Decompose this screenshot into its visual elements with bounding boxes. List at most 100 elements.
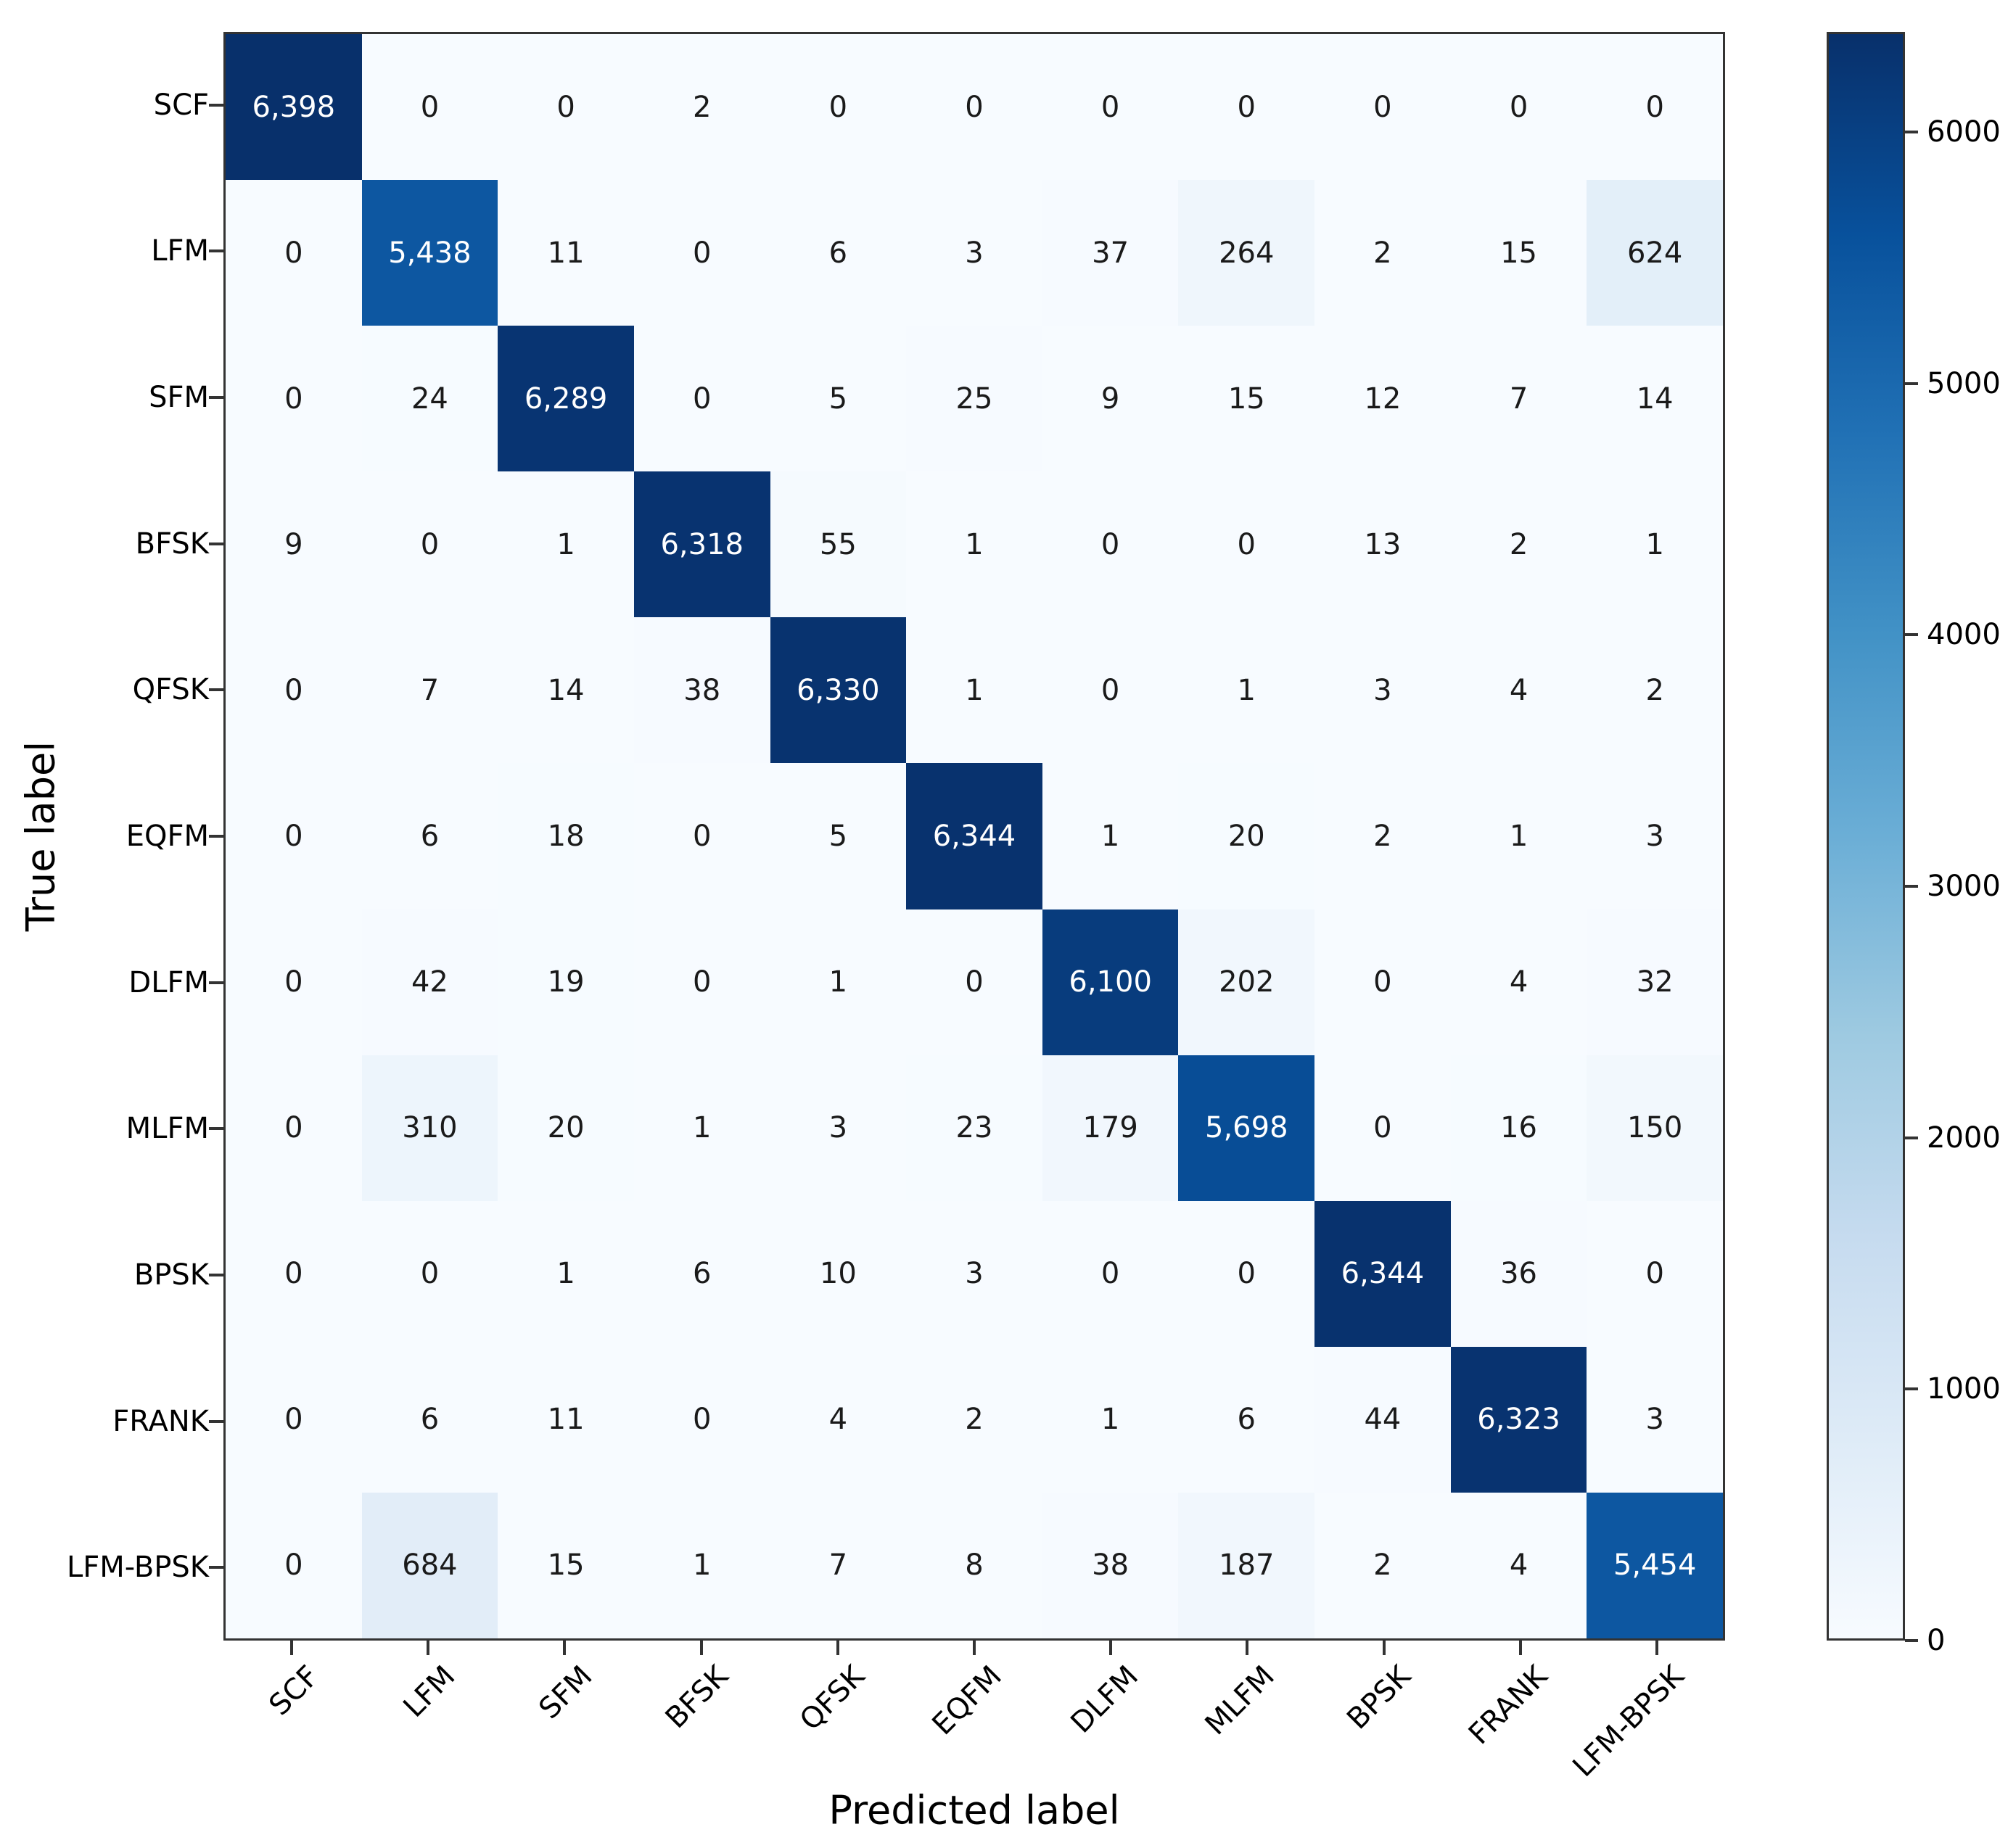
matrix-cell: 32: [1587, 909, 1723, 1055]
tick-mark: [209, 1566, 223, 1569]
matrix-cell: 0: [770, 34, 907, 181]
matrix-cell: 5: [770, 326, 907, 472]
matrix-cell: 2: [1314, 1492, 1451, 1638]
matrix-cell: 20: [498, 1055, 634, 1201]
matrix-cell: 12: [1314, 326, 1451, 472]
tick-mark: [290, 1641, 294, 1655]
matrix-cell: 1: [1450, 763, 1587, 909]
matrix-cell: 0: [633, 763, 770, 909]
matrix-cell: 5,698: [1178, 1055, 1315, 1201]
tick-mark: [1905, 381, 1918, 385]
matrix-cell: 1: [770, 909, 907, 1055]
matrix-cell: 0: [1042, 617, 1179, 764]
y-tick-label: LFM-BPSK: [67, 1551, 209, 1585]
matrix-cell: 15: [498, 1492, 634, 1638]
matrix-cell: 0: [1042, 1200, 1179, 1347]
x-tick-label: BPSK: [1341, 1659, 1418, 1736]
matrix-cell: 0: [1042, 471, 1179, 618]
tick-mark: [973, 1641, 976, 1655]
tick-mark: [836, 1641, 839, 1655]
matrix-cell: 202: [1178, 909, 1315, 1055]
matrix-cell: 0: [361, 1200, 498, 1347]
x-tick-label: QFSK: [794, 1659, 872, 1738]
matrix-cell: 310: [361, 1055, 498, 1201]
tick-mark: [1109, 1641, 1113, 1655]
matrix-cell: 38: [1042, 1492, 1179, 1638]
matrix-cell: 44: [1314, 1346, 1451, 1493]
matrix-cell: 1: [1042, 1346, 1179, 1493]
y-tick-label: QFSK: [132, 673, 209, 707]
tick-mark: [209, 1127, 223, 1131]
matrix-cell: 11: [498, 1346, 634, 1493]
tick-mark: [1905, 633, 1918, 637]
matrix-cell: 179: [1042, 1055, 1179, 1201]
matrix-cell: 6,398: [226, 34, 362, 181]
tick-mark: [209, 396, 223, 400]
matrix-cell: 1: [633, 1492, 770, 1638]
matrix-cell: 18: [498, 763, 634, 909]
y-tick-label: FRANK: [112, 1404, 209, 1438]
matrix-cell: 0: [226, 1492, 362, 1638]
matrix-cell: 6,289: [498, 326, 634, 472]
matrix-cell: 0: [361, 34, 498, 181]
matrix-cell: 2: [1587, 617, 1723, 764]
matrix-cell: 55: [770, 471, 907, 618]
matrix-cell: 3: [1314, 617, 1451, 764]
matrix-cell: 6,344: [906, 763, 1042, 909]
matrix-cell: 13: [1314, 471, 1451, 618]
matrix-cell: 23: [906, 1055, 1042, 1201]
matrix-cell: 7: [361, 617, 498, 764]
matrix-cell: 8: [906, 1492, 1042, 1638]
matrix-cell: 6: [633, 1200, 770, 1347]
matrix-cell: 42: [361, 909, 498, 1055]
matrix-cell: 10: [770, 1200, 907, 1347]
tick-mark: [209, 249, 223, 253]
matrix-cell: 16: [1450, 1055, 1587, 1201]
matrix-cell: 5: [770, 763, 907, 909]
matrix-cell: 4: [1450, 1492, 1587, 1638]
matrix-cell: 2: [1314, 763, 1451, 909]
matrix-cell: 4: [1450, 909, 1587, 1055]
matrix-cell: 6,344: [1314, 1200, 1451, 1347]
colorbar-tick-label: 2000: [1927, 1121, 2001, 1155]
matrix-cell: 1: [1042, 763, 1179, 909]
matrix-cell: 4: [1450, 617, 1587, 764]
matrix-cell: 0: [1178, 34, 1315, 181]
matrix-cell: 15: [1450, 180, 1587, 326]
x-tick-label: FRANK: [1462, 1659, 1555, 1752]
matrix-cell: 3: [906, 180, 1042, 326]
matrix-cell: 0: [226, 326, 362, 472]
matrix-cell: 1: [1587, 471, 1723, 618]
matrix-cell: 5,454: [1587, 1492, 1723, 1638]
matrix-cell: 0: [1042, 34, 1179, 181]
matrix-cell: 0: [906, 34, 1042, 181]
matrix-cell: 9: [1042, 326, 1179, 472]
matrix-cell: 0: [361, 471, 498, 618]
colorbar-gradient: [1827, 32, 1905, 1641]
x-tick-label: LFM-BPSK: [1566, 1659, 1691, 1784]
matrix-cell: 0: [226, 1346, 362, 1493]
matrix-cell: 2: [1450, 471, 1587, 618]
matrix-cell: 3: [1587, 1346, 1723, 1493]
tick-mark: [209, 542, 223, 545]
tick-mark: [1382, 1641, 1386, 1655]
y-tick-label: BPSK: [133, 1258, 209, 1292]
x-tick-label: SCF: [263, 1659, 326, 1723]
matrix-cell: 36: [1450, 1200, 1587, 1347]
colorbar-tick-label: 5000: [1927, 366, 2001, 400]
matrix-cell: 0: [633, 180, 770, 326]
matrix-cell: 6,100: [1042, 909, 1179, 1055]
tick-mark: [209, 688, 223, 692]
tick-mark: [209, 981, 223, 984]
y-tick-label: LFM: [151, 234, 209, 268]
matrix-cell: 7: [1450, 326, 1587, 472]
x-tick-label: LFM: [397, 1659, 462, 1724]
matrix-cell: 6,318: [633, 471, 770, 618]
matrix-cell: 20: [1178, 763, 1315, 909]
y-tick-label: SCF: [153, 88, 209, 122]
matrix-cell: 0: [633, 909, 770, 1055]
y-tick-label: EQFM: [126, 820, 209, 853]
matrix-cell: 19: [498, 909, 634, 1055]
matrix-cell: 6: [361, 1346, 498, 1493]
